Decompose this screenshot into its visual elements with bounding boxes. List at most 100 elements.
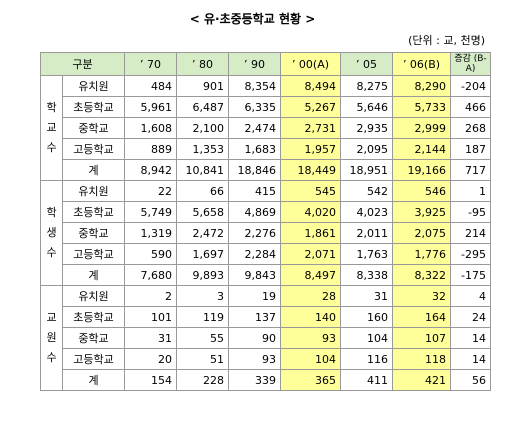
- header-cell: ’ 05: [340, 52, 393, 76]
- cell: 55: [176, 327, 229, 349]
- cell: 466: [450, 96, 491, 118]
- cell: 2,472: [176, 222, 229, 244]
- cell: 20: [124, 348, 177, 370]
- cell: 4,869: [228, 201, 281, 223]
- cell: 19: [228, 285, 281, 307]
- cell: 339: [228, 369, 281, 391]
- cell: 2,095: [340, 138, 393, 160]
- cell: 717: [450, 159, 491, 181]
- cell: 9,843: [228, 264, 281, 286]
- cell: 5,267: [280, 96, 341, 118]
- row-label: 고등학교: [62, 348, 125, 370]
- row-label: 초등학교: [62, 201, 125, 223]
- cell: 7,680: [124, 264, 177, 286]
- cell: 8,494: [280, 75, 341, 97]
- cell: 164: [392, 306, 451, 328]
- cell: 14: [450, 327, 491, 349]
- cell: 8,338: [340, 264, 393, 286]
- cell: 19,166: [392, 159, 451, 181]
- row-label: 중학교: [62, 222, 125, 244]
- cell: 1: [450, 180, 491, 202]
- cell: 546: [392, 180, 451, 202]
- header-cell: 증감 (B-A): [450, 52, 491, 76]
- cell: 4,020: [280, 201, 341, 223]
- cell: 5,961: [124, 96, 177, 118]
- cell: 154: [124, 369, 177, 391]
- cell: 56: [450, 369, 491, 391]
- cell: 590: [124, 243, 177, 265]
- cell: 411: [340, 369, 393, 391]
- row: 초등학교 5,961 6,487 6,335 5,267 5,646 5,733 466: [41, 96, 491, 118]
- row-label: 계: [62, 369, 125, 391]
- table: 구분’ 70’ 80’ 90’ 00(A)’ 05’ 06(B) 증감 (B-A)…: [40, 52, 491, 391]
- cell: 1,776: [392, 243, 451, 265]
- header-cell: ’ 70: [124, 52, 177, 76]
- row: 고등학교 889 1,353 1,683 1,957 2,095 2,144 187: [41, 138, 491, 160]
- cell: 2,999: [392, 117, 451, 139]
- row: 고등학교 20 51 93 104 116 118 14: [41, 348, 491, 370]
- row: 계 154 228 339 365 411 421 56: [41, 369, 491, 391]
- cell: 228: [176, 369, 229, 391]
- row-label: 초등학교: [62, 96, 125, 118]
- cell: 8,322: [392, 264, 451, 286]
- unit: (단위 : 교, 천명): [408, 34, 485, 47]
- cell: 2,100: [176, 117, 229, 139]
- cell: 1,697: [176, 243, 229, 265]
- cell: 2,935: [340, 117, 393, 139]
- row: 초등학교 101 119 137 140 160 164 24: [41, 306, 491, 328]
- cell: 22: [124, 180, 177, 202]
- cell: 2: [124, 285, 177, 307]
- cell: 4,023: [340, 201, 393, 223]
- group-label: 학생수: [40, 180, 63, 286]
- header-cell: ’ 80: [176, 52, 229, 76]
- cell: 160: [340, 306, 393, 328]
- cell: 93: [228, 348, 281, 370]
- row: 고등학교 590 1,697 2,284 2,071 1,763 1,776 -295: [41, 243, 491, 265]
- cell: 8,275: [340, 75, 393, 97]
- cell: 18,951: [340, 159, 393, 181]
- cell: 137: [228, 306, 281, 328]
- cell: 545: [280, 180, 341, 202]
- header-cell: ’ 00(A): [280, 52, 341, 76]
- cell: 365: [280, 369, 341, 391]
- cell: 104: [340, 327, 393, 349]
- cell: 3,925: [392, 201, 451, 223]
- cell: 2,731: [280, 117, 341, 139]
- row-label: 중학교: [62, 117, 125, 139]
- cell: 6,487: [176, 96, 229, 118]
- cell: 10,841: [176, 159, 229, 181]
- cell: 1,763: [340, 243, 393, 265]
- row: 학생수 유치원 22 66 415 545 542 546 1: [40, 180, 491, 286]
- cell: 1,683: [228, 138, 281, 160]
- cell: 6,335: [228, 96, 281, 118]
- cell: 421: [392, 369, 451, 391]
- cell: 542: [340, 180, 393, 202]
- cell: 2,474: [228, 117, 281, 139]
- cell: 2,011: [340, 222, 393, 244]
- cell: 484: [124, 75, 177, 97]
- cell: 187: [450, 138, 491, 160]
- cell: 1,861: [280, 222, 341, 244]
- cell: 1,319: [124, 222, 177, 244]
- cell: 3: [176, 285, 229, 307]
- cell: -95: [450, 201, 491, 223]
- row-label: 중학교: [62, 327, 125, 349]
- row: 교원수 유치원 2 3 19 28 31 32 4: [40, 285, 491, 391]
- cell: 118: [392, 348, 451, 370]
- cell: 5,658: [176, 201, 229, 223]
- cell: 93: [280, 327, 341, 349]
- cell: -204: [450, 75, 491, 97]
- header-cell: ’ 06(B): [392, 52, 451, 76]
- cell: 5,749: [124, 201, 177, 223]
- cell: 8,942: [124, 159, 177, 181]
- row: 계 8,942 10,841 18,846 18,449 18,951 19,166 717: [41, 159, 491, 181]
- cell: 8,290: [392, 75, 451, 97]
- row: 중학교 1,608 2,100 2,474 2,731 2,935 2,999 268: [41, 117, 491, 139]
- title: < 유·초중등학교 현황 >: [189, 12, 316, 26]
- cell: 116: [340, 348, 393, 370]
- cell: 31: [340, 285, 393, 307]
- cell: 66: [176, 180, 229, 202]
- cell: 214: [450, 222, 491, 244]
- cell: 31: [124, 327, 177, 349]
- row: 중학교 31 55 90 93 104 107 14: [41, 327, 491, 349]
